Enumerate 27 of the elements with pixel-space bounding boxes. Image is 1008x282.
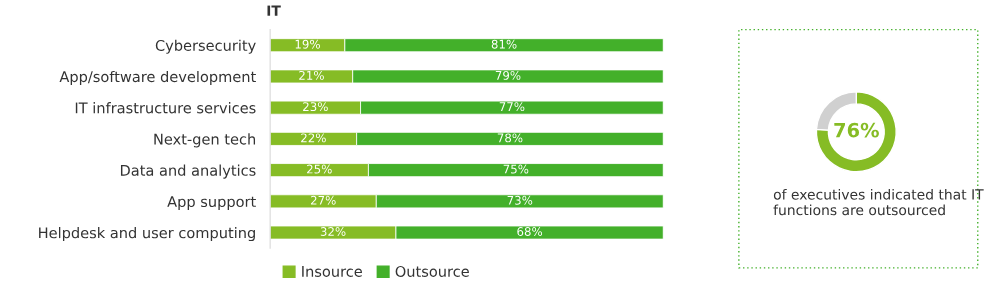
data-label: 68% [517, 227, 543, 236]
y-tick-label: IT infrastructure services [75, 102, 256, 114]
text: of executives indicated that IT functions are outsourced [773, 188, 984, 216]
legend-label: Insource [302, 266, 362, 277]
y-tick-label: App/software development [59, 70, 256, 86]
data-label: 75% [503, 164, 529, 174]
data-label: 27% [310, 195, 336, 205]
data-label: 32% [320, 227, 346, 236]
data-label: 79% [495, 70, 521, 80]
data-label: 73% [507, 195, 533, 205]
data-label: 21% [299, 70, 324, 80]
data-label: 25% [307, 164, 332, 174]
data-label: 23% [303, 102, 328, 112]
data-label: 77% [499, 102, 525, 112]
data-label: 76% [834, 122, 879, 138]
data-label: 22% [301, 133, 326, 143]
y-tick-label: Next-gen tech [154, 133, 256, 148]
data-label: 78% [497, 133, 523, 143]
y-tick-label: App support [167, 196, 256, 210]
donut-slice [815, 91, 897, 173]
data-label: 81% [491, 39, 517, 49]
chart-title: IT [267, 5, 281, 16]
data-label: 19% [295, 39, 320, 49]
y-tick-label: Cybersecurity [155, 39, 256, 54]
legend-label: Outsource [395, 265, 469, 277]
y-tick-label: Helpdesk and user computing [39, 227, 255, 242]
y-tick-label: Data and analytics [120, 164, 256, 179]
